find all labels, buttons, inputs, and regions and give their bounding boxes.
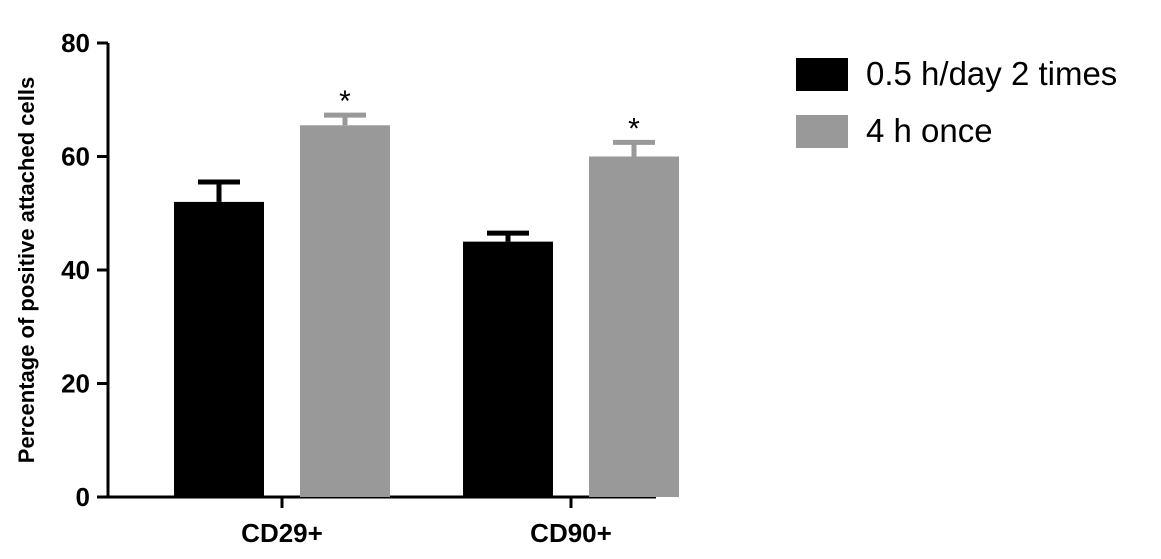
- y-tick-label-3: 60: [61, 142, 90, 172]
- y-tick-label-4: 80: [61, 28, 90, 58]
- legend-swatch-1: [796, 115, 848, 148]
- x-tick-label-1: CD90+: [530, 518, 612, 548]
- bar-0-1: [300, 125, 390, 497]
- y-tick-label-1: 20: [61, 369, 90, 399]
- legend-label-1: 4 h once: [866, 112, 993, 149]
- bar-1-0: [463, 241, 553, 497]
- x-axis: CD29+ CD90+: [106, 495, 656, 548]
- bar-1-1: [589, 156, 679, 497]
- legend-label-0: 0.5 h/day 2 times: [866, 55, 1117, 92]
- y-tick-label-0: 0: [76, 482, 90, 512]
- x-tick-label-0: CD29+: [241, 518, 323, 548]
- bars: **: [174, 85, 679, 497]
- legend-swatch-0: [796, 58, 848, 91]
- y-axis-label: Percentage of positive attached cells: [14, 77, 39, 463]
- y-axis: 0 20 40 60 80: [61, 28, 110, 512]
- bar-0-0: [174, 201, 264, 497]
- significance-marker-1-1: *: [628, 112, 640, 145]
- y-tick-label-2: 40: [61, 255, 90, 285]
- significance-marker-0-1: *: [339, 85, 351, 118]
- legend: 0.5 h/day 2 times 4 h once: [796, 55, 1117, 149]
